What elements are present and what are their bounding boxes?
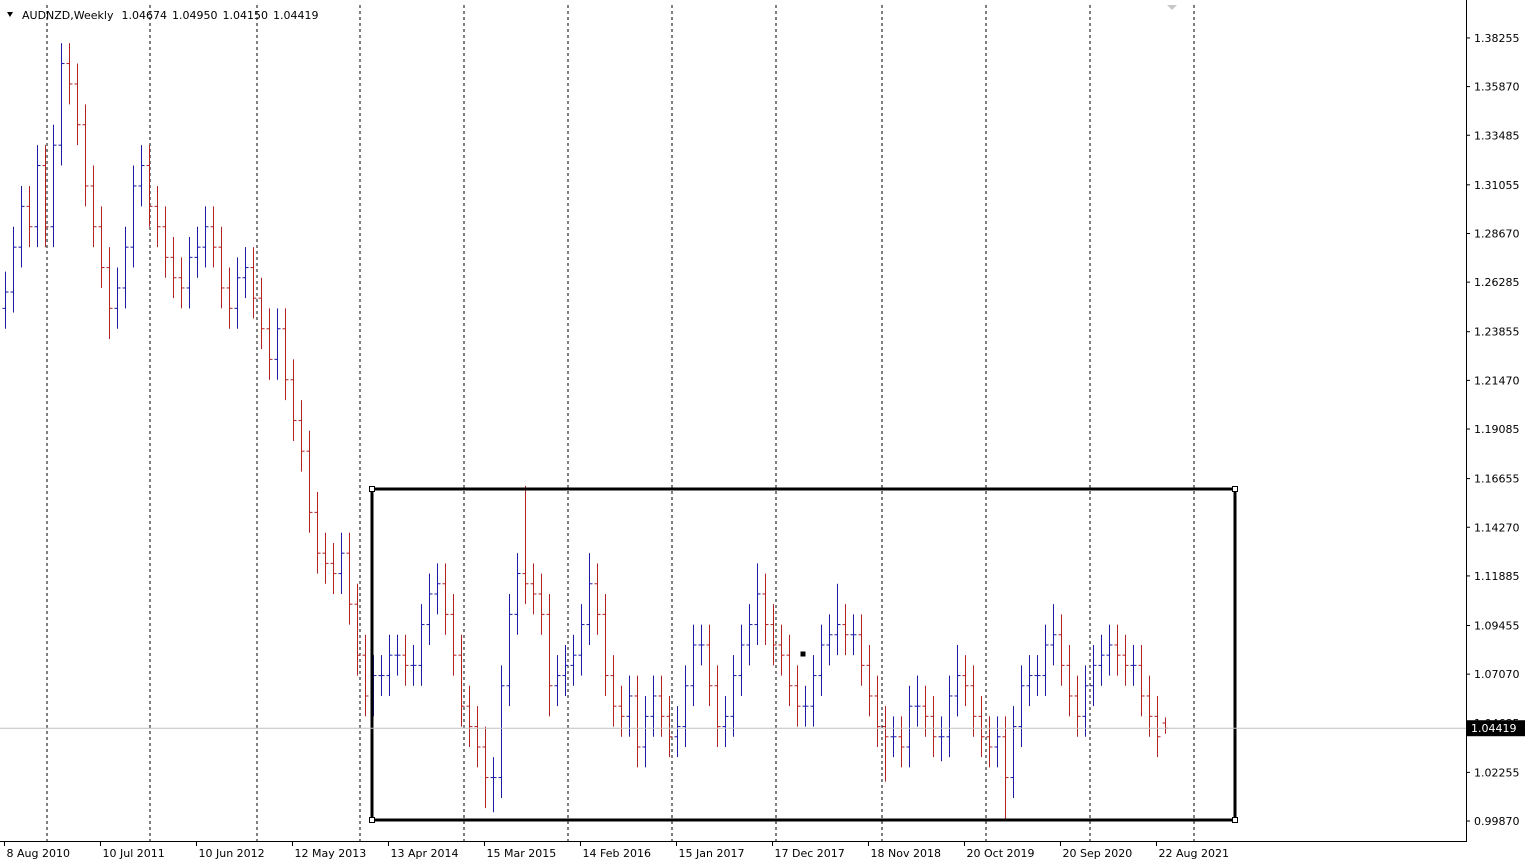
center-handle[interactable] xyxy=(800,651,806,657)
y-tick-label: 1.31055 xyxy=(1474,179,1520,192)
x-tick-label: 13 Apr 2014 xyxy=(391,847,459,860)
header-value: 1.04950 xyxy=(172,9,218,22)
y-tick-label: 1.14270 xyxy=(1474,521,1520,534)
x-tick-label: 14 Feb 2016 xyxy=(583,847,651,860)
chart-header: AUDNZD,Weekly 1.04674 1.04950 1.04150 1.0441… xyxy=(22,9,318,22)
symbol: AUDNZD,Weekly xyxy=(22,9,114,22)
y-tick-label: 0.99870 xyxy=(1474,815,1520,828)
shift-marker xyxy=(1167,5,1177,10)
menu-arrow[interactable] xyxy=(7,12,13,17)
x-tick-label: 15 Jan 2017 xyxy=(679,847,745,860)
x-tick-label: 20 Oct 2019 xyxy=(967,847,1035,860)
y-tick-label: 1.38255 xyxy=(1474,32,1520,45)
y-tick-label: 1.19085 xyxy=(1474,423,1520,436)
handle[interactable] xyxy=(369,486,375,492)
bars xyxy=(2,43,1169,821)
x-tick-label: 8 Aug 2010 xyxy=(7,847,70,860)
y-tick-label: 1.28670 xyxy=(1474,227,1520,240)
header-value: 1.04674 xyxy=(121,9,167,22)
price-box xyxy=(1467,720,1525,737)
rectangle-object[interactable] xyxy=(369,486,1238,823)
x-tick-label: 15 Mar 2015 xyxy=(487,847,557,860)
x-tick-label: 10 Jun 2012 xyxy=(199,847,265,860)
x-tick-label: 12 May 2013 xyxy=(295,847,367,860)
drawn-rectangle[interactable] xyxy=(370,487,1237,822)
y-tick-label: 1.02255 xyxy=(1474,766,1520,779)
price-label: 1.04419 xyxy=(1471,722,1517,735)
y-tick-label: 1.21470 xyxy=(1474,374,1520,387)
x-tick-label: 10 Jul 2011 xyxy=(103,847,165,860)
y-tick-label: 1.23855 xyxy=(1474,326,1520,339)
y-tick-label: 1.09455 xyxy=(1474,619,1520,632)
x-tick-label: 17 Dec 2017 xyxy=(775,847,845,860)
y-tick-label: 1.11885 xyxy=(1474,570,1520,583)
period-separators xyxy=(46,5,1195,841)
x-tick-label: 22 Aug 2021 xyxy=(1159,847,1229,860)
y-tick-label: 1.07070 xyxy=(1474,668,1520,681)
handle[interactable] xyxy=(369,817,375,823)
handle[interactable] xyxy=(1232,817,1238,823)
handle[interactable] xyxy=(1232,486,1238,492)
y-tick-label: 1.35870 xyxy=(1474,81,1520,94)
header-value: 1.04150 xyxy=(222,9,268,22)
header-value: 1.04419 xyxy=(273,9,319,22)
x-tick-label: 20 Sep 2020 xyxy=(1063,847,1133,860)
x-tick-label: 18 Nov 2018 xyxy=(871,847,941,860)
y-tick-label: 1.33485 xyxy=(1474,129,1520,142)
y-tick-label: 1.26285 xyxy=(1474,276,1520,289)
y-tick-label: 1.16655 xyxy=(1474,473,1520,486)
